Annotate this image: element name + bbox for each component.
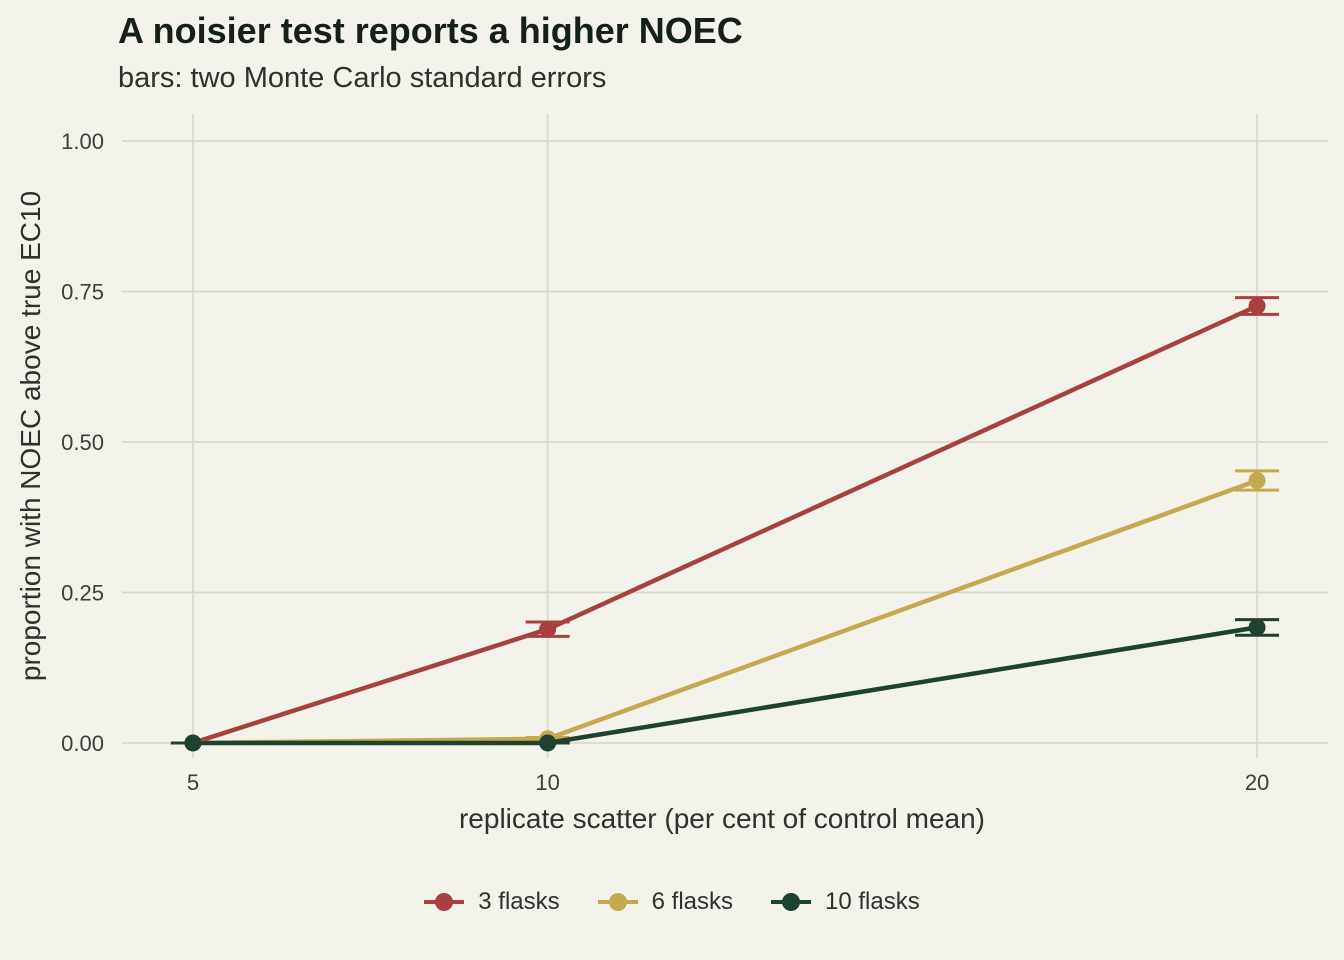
legend-item: 10 flasks [771, 888, 920, 916]
legend-label: 10 flasks [825, 888, 920, 915]
chart-subtitle: bars: two Monte Carlo standard errors [118, 62, 607, 94]
series-line [192, 625, 1258, 746]
y-tick-label: 0.00 [61, 731, 104, 756]
data-point [539, 620, 557, 638]
series-line [192, 303, 1258, 746]
tick-labels: 0.00 0.25 0.50 0.75 1.00 5 10 20 [61, 129, 1269, 795]
data-point [1248, 472, 1266, 490]
data-point [1248, 297, 1266, 315]
legend-label: 3 flasks [478, 888, 560, 915]
series-3-flasks [170, 296, 1280, 752]
x-tick-label: 20 [1245, 770, 1269, 795]
y-tick-label: 0.50 [61, 430, 104, 455]
legend-swatch [771, 892, 812, 912]
legend: 3 flasks 6 flasks 10 flasks [0, 888, 1344, 916]
legend-swatch [597, 892, 638, 912]
y-axis-title: proportion with NOEC above true EC10 [15, 191, 46, 681]
legend-label: 6 flasks [651, 888, 734, 915]
series-line [192, 478, 1258, 746]
y-tick-label: 0.75 [61, 280, 104, 305]
series-6-flasks [170, 469, 1280, 752]
data-point [184, 734, 202, 752]
x-tick-label: 5 [187, 770, 199, 795]
x-axis-title: replicate scatter (per cent of control m… [459, 803, 985, 834]
series-10-flasks [170, 618, 1280, 752]
legend-item: 3 flasks [424, 888, 560, 916]
chart-title: A noisier test reports a higher NOEC [118, 10, 743, 51]
series-group [170, 296, 1280, 752]
legend-swatch [424, 892, 465, 912]
grid-lines [122, 114, 1328, 758]
legend-item: 6 flasks [597, 888, 734, 916]
y-tick-label: 0.25 [61, 580, 104, 605]
data-point [539, 734, 557, 752]
y-tick-label: 1.00 [61, 129, 104, 154]
data-point [1248, 618, 1266, 636]
x-tick-label: 10 [535, 770, 559, 795]
